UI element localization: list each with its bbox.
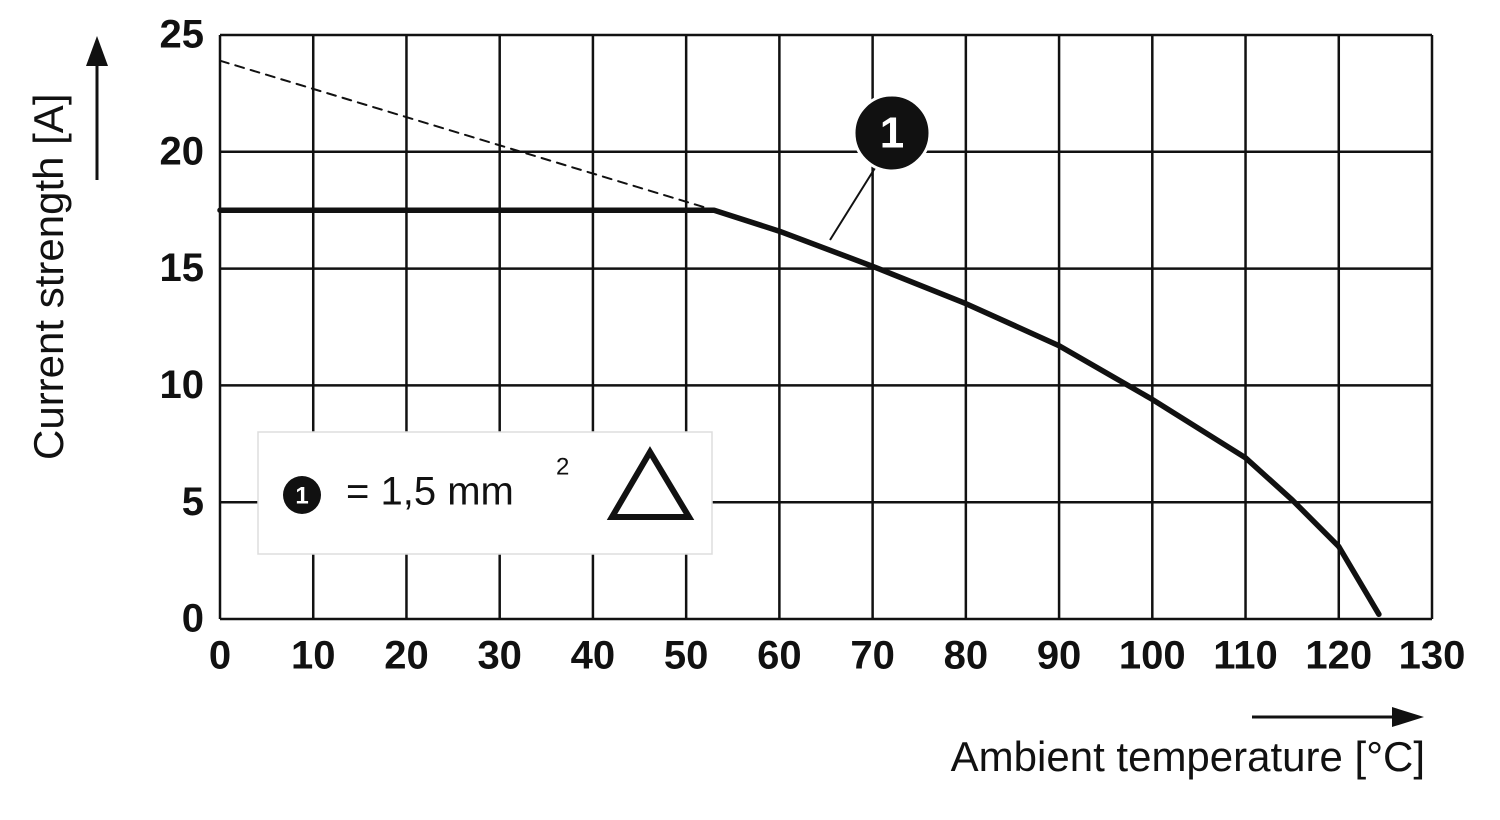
x-axis-arrowhead: [1392, 707, 1424, 727]
annotation-leader: [829, 167, 876, 241]
y-tick-label: 5: [182, 480, 204, 524]
legend-text: = 1,5 mm: [346, 470, 514, 514]
y-axis-label: Current strength [A]: [25, 94, 72, 461]
x-tick-label: 30: [477, 634, 522, 678]
x-tick-label: 50: [664, 634, 709, 678]
x-tick-label: 120: [1305, 634, 1372, 678]
legend-box: [257, 431, 713, 555]
x-tick-label: 40: [571, 634, 616, 678]
legend-marker-label: 1: [295, 482, 308, 509]
y-axis-arrowhead: [86, 36, 108, 66]
x-tick-label: 60: [757, 634, 802, 678]
x-tick-label: 10: [291, 634, 336, 678]
dashed-line: [219, 59, 716, 212]
y-tick-label: 10: [160, 363, 205, 407]
x-tick-label: 20: [384, 634, 429, 678]
y-tick-label: 25: [160, 13, 205, 57]
data-line: [217, 207, 1382, 618]
x-tick-label: 100: [1119, 634, 1186, 678]
x-tick-label: 130: [1399, 634, 1466, 678]
x-tick-label: 70: [850, 634, 895, 678]
annotation-circle: [852, 93, 932, 173]
x-tick-label: 110: [1213, 634, 1278, 678]
x-axis-label: Ambient temperature [°C]: [951, 733, 1425, 780]
y-tick-label: 20: [160, 129, 205, 173]
legend-triangle: [606, 446, 695, 520]
x-tick-label: 80: [944, 634, 989, 678]
legend: 1 = 1,5 mm 2: [257, 431, 713, 555]
legend-superscript: 2: [556, 453, 569, 480]
x-tick-label: 90: [1037, 634, 1082, 678]
y-tick-label: 15: [160, 246, 205, 290]
legend-marker: [283, 476, 321, 514]
annotation-label: 1: [880, 109, 904, 158]
annotation: 1: [829, 93, 932, 241]
x-tick-label: 0: [209, 634, 231, 678]
y-tick-label: 0: [182, 597, 204, 641]
